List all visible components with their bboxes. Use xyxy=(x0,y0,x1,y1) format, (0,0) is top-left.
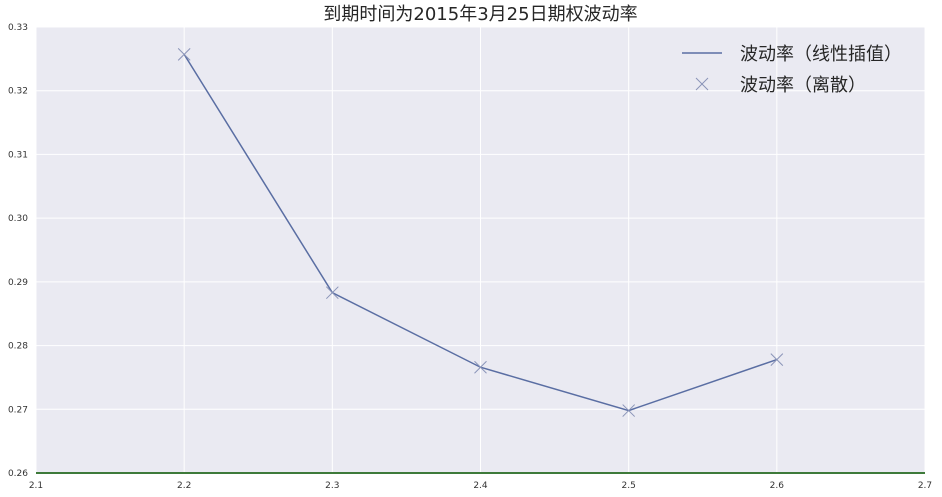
x-tick-label: 2.7 xyxy=(918,481,932,491)
y-tick-label: 0.31 xyxy=(8,150,28,160)
y-tick-labels: 0.26 0.27 0.28 0.29 0.30 0.31 0.32 0.33 xyxy=(8,23,28,479)
data-point-marker xyxy=(622,404,636,417)
marker-stroke xyxy=(325,286,339,300)
x-tick-label: 2.3 xyxy=(325,481,339,491)
data-point-marker xyxy=(474,360,487,374)
marker-stroke xyxy=(770,353,784,366)
x-tick-label: 2.5 xyxy=(622,481,636,491)
y-tick-label: 0.30 xyxy=(8,214,28,224)
data-point-marker xyxy=(177,48,191,61)
series-marker-group xyxy=(177,48,784,417)
x-tick-label: 2.4 xyxy=(473,481,488,491)
x-tick-label: 2.1 xyxy=(29,481,43,491)
data-point-marker xyxy=(325,286,339,300)
y-tick-label: 0.28 xyxy=(8,342,28,352)
y-tick-label: 0.33 xyxy=(8,23,28,33)
chart-title: 到期时间为2015年3月25日期权波动率 xyxy=(323,4,637,25)
legend-label-line: 波动率（线性插值） xyxy=(740,44,902,65)
x-tick-label: 2.2 xyxy=(177,481,191,491)
marker-stroke xyxy=(695,77,709,91)
y-tick-label: 0.29 xyxy=(8,278,28,288)
legend: 波动率（线性插值） 波动率（离散） xyxy=(682,44,902,96)
legend-marker-swatch xyxy=(695,77,709,91)
y-tick-label: 0.26 xyxy=(8,469,28,479)
y-tick-label: 0.27 xyxy=(8,405,28,415)
x-tick-labels: 2.1 2.2 2.3 2.4 2.5 2.6 2.7 xyxy=(29,481,932,491)
legend-label-marker: 波动率（离散） xyxy=(740,75,866,96)
x-tick-label: 2.6 xyxy=(770,481,785,491)
marker-stroke xyxy=(177,48,191,61)
marker-stroke xyxy=(622,404,636,417)
data-point-marker xyxy=(770,353,784,366)
legend-marker-x xyxy=(695,77,709,91)
y-tick-label: 0.32 xyxy=(8,87,28,97)
marker-stroke xyxy=(474,360,487,374)
